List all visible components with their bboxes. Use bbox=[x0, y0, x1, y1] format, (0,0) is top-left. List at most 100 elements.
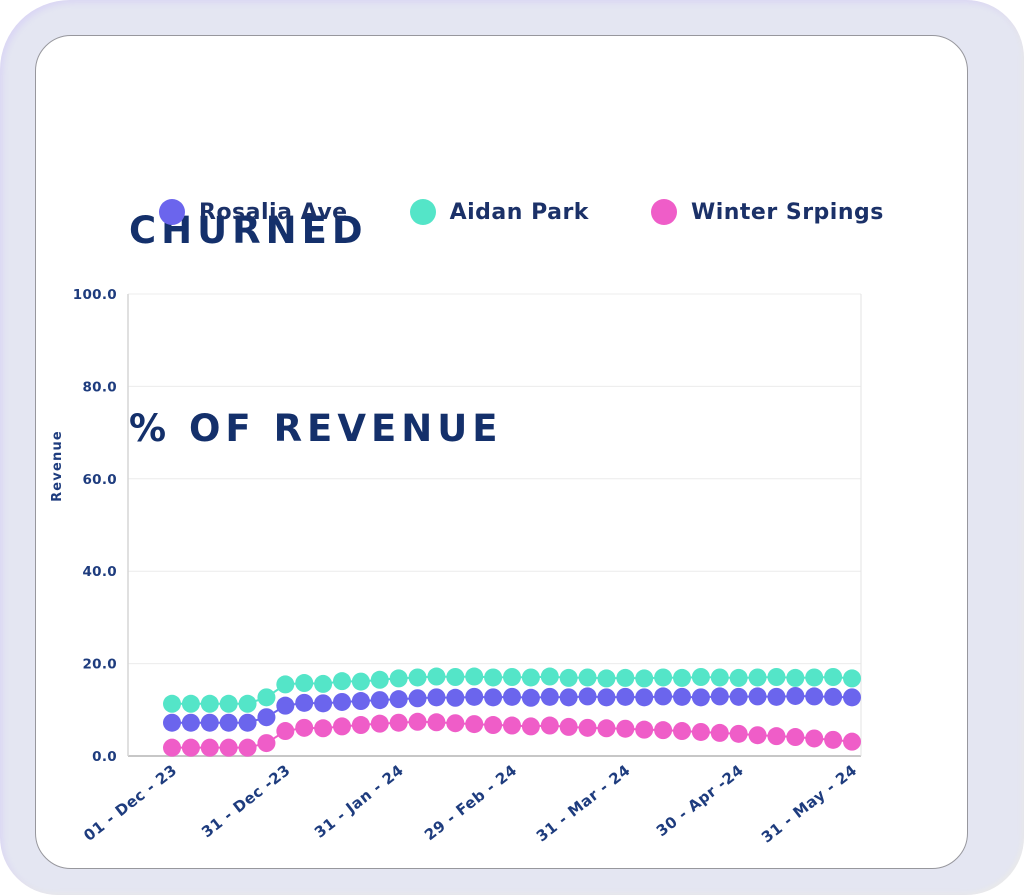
y-tick-label: 20.0 bbox=[82, 657, 117, 673]
data-point-aidan-park bbox=[635, 669, 654, 688]
legend-item-rosalia-ave: Rosalia Ave bbox=[159, 199, 348, 225]
data-point-rosalia-ave bbox=[370, 691, 389, 710]
data-point-aidan-park bbox=[295, 674, 314, 693]
data-point-winter-srpings bbox=[408, 712, 427, 731]
legend-item-winter-srpings: Winter Srpings bbox=[650, 199, 884, 225]
data-point-aidan-park bbox=[805, 668, 824, 687]
y-axis-tick-labels: 0.0 20.0 40.0 60.0 80.0 100.0 bbox=[73, 287, 117, 765]
data-point-winter-srpings bbox=[276, 722, 295, 741]
legend-dot-rosalia-ave bbox=[159, 199, 185, 225]
data-point-rosalia-ave bbox=[427, 688, 446, 707]
data-point-aidan-park bbox=[408, 668, 427, 687]
data-point-rosalia-ave bbox=[635, 688, 654, 707]
data-point-rosalia-ave bbox=[710, 687, 729, 706]
data-point-aidan-park bbox=[219, 694, 238, 713]
data-point-winter-srpings bbox=[786, 728, 805, 747]
data-point-winter-srpings bbox=[465, 715, 484, 734]
data-point-rosalia-ave bbox=[238, 713, 257, 732]
data-point-winter-srpings bbox=[748, 726, 767, 745]
legend-item-aidan-park: Aidan Park bbox=[409, 199, 589, 225]
data-point-rosalia-ave bbox=[767, 687, 786, 706]
data-point-winter-srpings bbox=[446, 714, 465, 733]
data-point-rosalia-ave bbox=[163, 713, 181, 732]
data-point-winter-srpings bbox=[238, 738, 257, 757]
data-point-rosalia-ave bbox=[295, 693, 314, 712]
data-point-rosalia-ave bbox=[805, 687, 824, 706]
data-point-rosalia-ave bbox=[559, 688, 578, 707]
data-point-aidan-park bbox=[786, 668, 805, 687]
data-point-aidan-park bbox=[824, 667, 843, 686]
legend-label-aidan-park: Aidan Park bbox=[449, 199, 589, 225]
y-tick-label: 40.0 bbox=[82, 564, 117, 580]
data-point-winter-srpings bbox=[729, 724, 748, 743]
data-point-aidan-park bbox=[843, 669, 861, 688]
data-point-aidan-park bbox=[276, 675, 295, 694]
series-rosalia-ave bbox=[163, 686, 861, 732]
x-tick-label: 31 - Mar - 24 bbox=[533, 761, 634, 845]
data-point-winter-srpings bbox=[427, 713, 446, 732]
legend-label-winter-srpings: Winter Srpings bbox=[690, 199, 884, 225]
data-point-aidan-park bbox=[654, 668, 673, 687]
data-point-aidan-park bbox=[748, 668, 767, 687]
data-point-aidan-park bbox=[314, 674, 333, 693]
x-tick-label: 31 - May - 24 bbox=[758, 761, 860, 847]
data-point-rosalia-ave bbox=[219, 713, 238, 732]
data-point-winter-srpings bbox=[295, 718, 314, 737]
data-point-aidan-park bbox=[200, 694, 219, 713]
data-point-rosalia-ave bbox=[181, 713, 200, 732]
chart-legend: Rosalia Ave Aidan Park Winter Srpings bbox=[159, 199, 884, 225]
data-point-winter-srpings bbox=[370, 714, 389, 733]
data-point-winter-srpings bbox=[389, 713, 408, 732]
data-point-winter-srpings bbox=[351, 716, 370, 735]
data-point-winter-srpings bbox=[767, 727, 786, 746]
data-point-rosalia-ave bbox=[503, 687, 521, 706]
data-point-winter-srpings bbox=[578, 718, 597, 737]
data-point-rosalia-ave bbox=[578, 687, 597, 706]
data-point-aidan-park bbox=[163, 694, 181, 713]
data-point-rosalia-ave bbox=[484, 688, 503, 707]
data-point-winter-srpings bbox=[314, 719, 333, 738]
data-point-rosalia-ave bbox=[824, 687, 843, 706]
data-point-rosalia-ave bbox=[389, 690, 408, 709]
x-tick-label: 01 - Dec - 23 bbox=[80, 761, 180, 845]
data-point-winter-srpings bbox=[559, 717, 578, 736]
data-point-winter-srpings bbox=[805, 729, 824, 748]
x-tick-label: 29 - Feb - 24 bbox=[421, 761, 520, 844]
data-point-aidan-park bbox=[729, 668, 748, 687]
data-point-winter-srpings bbox=[824, 730, 843, 749]
data-point-rosalia-ave bbox=[521, 688, 540, 707]
data-point-aidan-park bbox=[559, 668, 578, 687]
data-point-rosalia-ave bbox=[843, 688, 861, 707]
data-point-aidan-park bbox=[181, 694, 200, 713]
data-point-rosalia-ave bbox=[673, 687, 691, 706]
data-point-aidan-park bbox=[238, 694, 257, 713]
data-point-aidan-park bbox=[351, 672, 370, 691]
data-point-rosalia-ave bbox=[465, 687, 484, 706]
x-tick-label: 31 - Jan - 24 bbox=[311, 761, 407, 842]
x-tick-label: 31 - Dec -23 bbox=[198, 761, 294, 841]
y-tick-label: 80.0 bbox=[82, 379, 117, 395]
legend-dot-aidan-park bbox=[409, 199, 436, 225]
data-point-aidan-park bbox=[465, 667, 484, 686]
data-point-aidan-park bbox=[578, 668, 597, 687]
data-point-winter-srpings bbox=[219, 738, 238, 757]
data-point-winter-srpings bbox=[673, 722, 691, 741]
data-point-aidan-park bbox=[446, 667, 465, 686]
data-point-rosalia-ave bbox=[729, 687, 748, 706]
data-point-rosalia-ave bbox=[786, 686, 805, 705]
data-point-rosalia-ave bbox=[351, 692, 370, 711]
data-point-aidan-park bbox=[710, 668, 729, 687]
data-point-rosalia-ave bbox=[446, 688, 465, 707]
data-point-rosalia-ave bbox=[408, 689, 427, 708]
x-tick-label: 30 - Apr -24 bbox=[653, 761, 747, 840]
data-point-aidan-park bbox=[333, 672, 351, 691]
data-point-rosalia-ave bbox=[748, 687, 767, 706]
data-point-rosalia-ave bbox=[257, 708, 276, 727]
data-point-aidan-park bbox=[503, 667, 521, 686]
data-point-aidan-park bbox=[597, 669, 616, 688]
data-point-rosalia-ave bbox=[200, 713, 219, 732]
data-point-rosalia-ave bbox=[597, 688, 616, 707]
data-point-winter-srpings bbox=[503, 716, 521, 735]
data-point-winter-srpings bbox=[843, 732, 861, 751]
